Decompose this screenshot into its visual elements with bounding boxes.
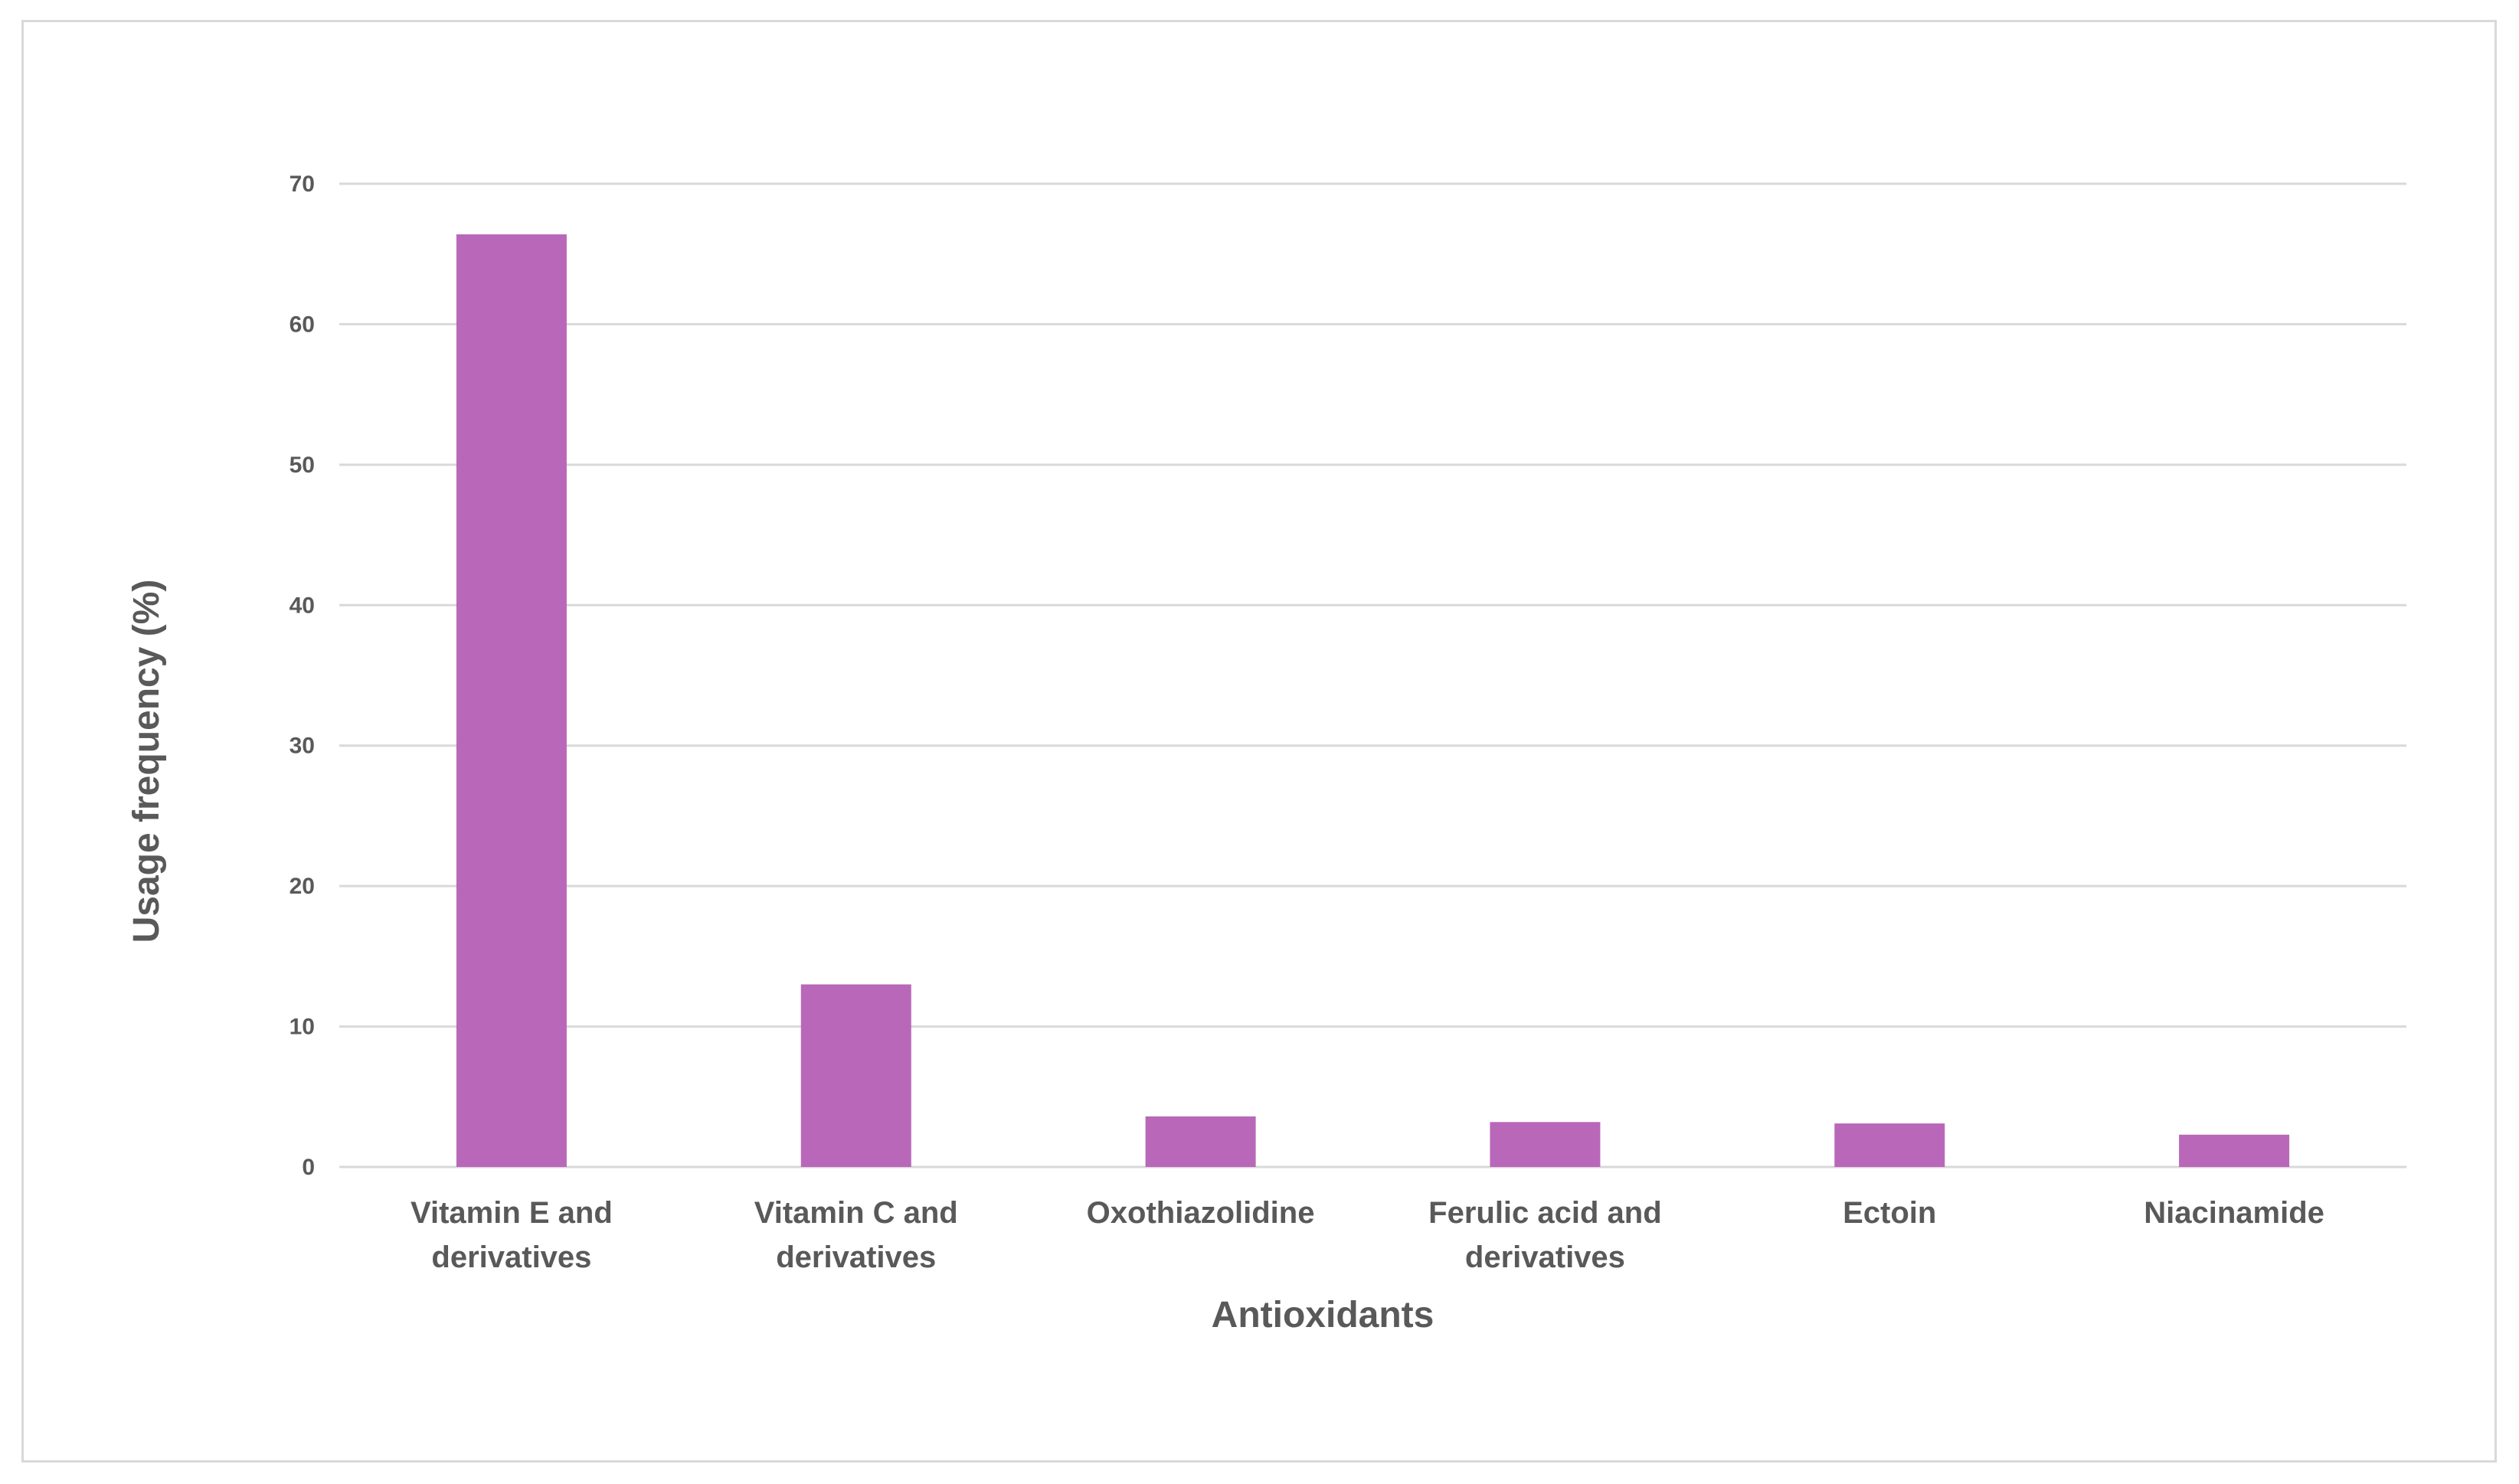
bar-2 (1145, 1116, 1256, 1167)
y-tick-label: 50 (290, 453, 315, 478)
gridlines (339, 182, 2406, 1169)
y-axis-ticks: 0 10 20 30 40 50 60 70 (290, 172, 315, 1180)
y-tick-label: 20 (290, 874, 315, 899)
bars (456, 234, 2290, 1167)
bar-0 (456, 234, 567, 1167)
bar-3 (1490, 1122, 1601, 1167)
y-tick-label: 0 (302, 1155, 315, 1180)
bar-1 (800, 984, 911, 1167)
x-category-label: Niacinamide (2144, 1196, 2324, 1230)
y-tick-label: 40 (290, 593, 315, 618)
chart-frame (21, 20, 2497, 1463)
x-category-label: Vitamin E and derivatives (411, 1196, 613, 1274)
y-tick-label: 10 (290, 1015, 315, 1040)
y-tick-label: 60 (290, 312, 315, 337)
y-axis-title: Usage frequency (%) (126, 580, 167, 943)
bar-5 (2179, 1134, 2290, 1167)
y-tick-label: 70 (290, 172, 315, 197)
x-axis-title: Antioxidants (1212, 1295, 1435, 1335)
x-category-label: Ferulic acid and derivatives (1428, 1196, 1662, 1274)
x-category-label: Vitamin C and derivatives (754, 1196, 958, 1274)
x-axis-categories: Vitamin E and derivatives Vitamin C and der… (411, 1196, 2324, 1274)
x-category-label: Ectoin (1843, 1196, 1936, 1230)
y-tick-label: 30 (290, 734, 315, 759)
x-category-label: Oxothiazolidine (1087, 1196, 1315, 1230)
bar-4 (1834, 1123, 1945, 1167)
